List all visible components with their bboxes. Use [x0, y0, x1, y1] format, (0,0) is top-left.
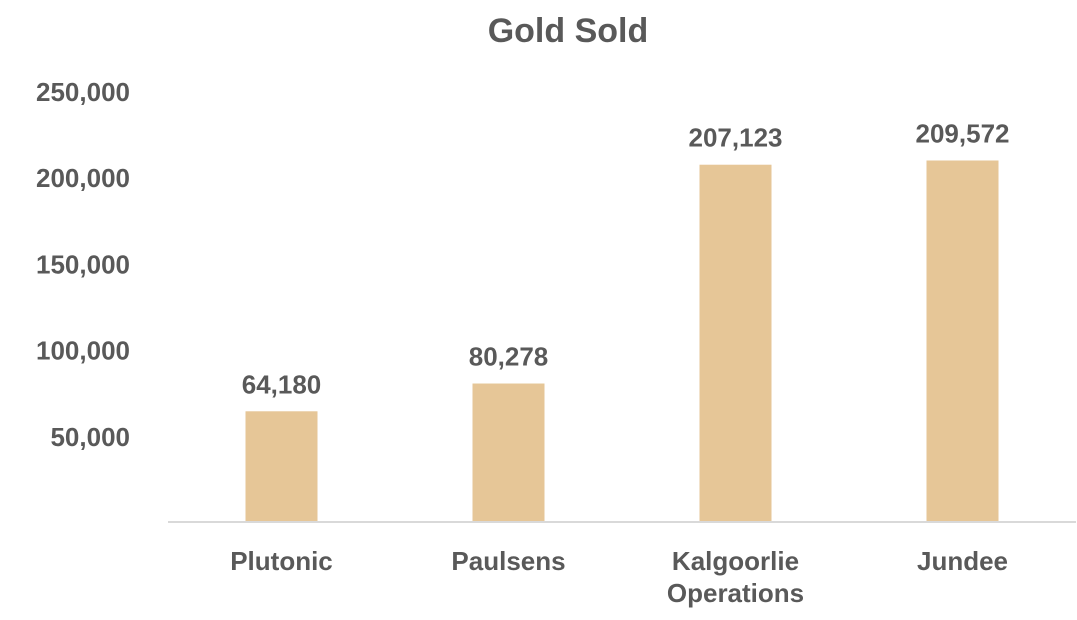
bar	[245, 411, 318, 522]
y-tick-label: 150,000	[36, 249, 130, 279]
data-labels-group: 64,180 80,278 207,123 209,572	[242, 118, 1010, 399]
y-tick-label: 200,000	[36, 163, 130, 193]
y-tick-label: 50,000	[50, 422, 130, 452]
chart-title: Gold Sold	[488, 12, 649, 50]
y-tick-label: 100,000	[36, 336, 130, 366]
x-tick-label: Jundee	[917, 546, 1008, 576]
bar	[699, 164, 772, 522]
data-label: 207,123	[689, 123, 783, 153]
x-tick-label: Paulsens	[451, 546, 565, 576]
data-label: 80,278	[469, 342, 549, 372]
data-label: 64,180	[242, 369, 322, 399]
bar	[926, 160, 999, 523]
bar	[472, 383, 545, 522]
x-tick-label: Kalgoorlie Operations	[667, 546, 804, 608]
x-axis-tick-labels: Plutonic Paulsens Kalgoorlie Operations Jund…	[230, 546, 1008, 608]
bars-group	[245, 160, 999, 523]
data-label: 209,572	[916, 118, 1010, 148]
x-tick-label: Plutonic	[230, 546, 333, 576]
y-axis-tick-labels: 50,000 100,000 150,000 200,000 250,000	[36, 77, 130, 452]
y-tick-label: 250,000	[36, 77, 130, 107]
